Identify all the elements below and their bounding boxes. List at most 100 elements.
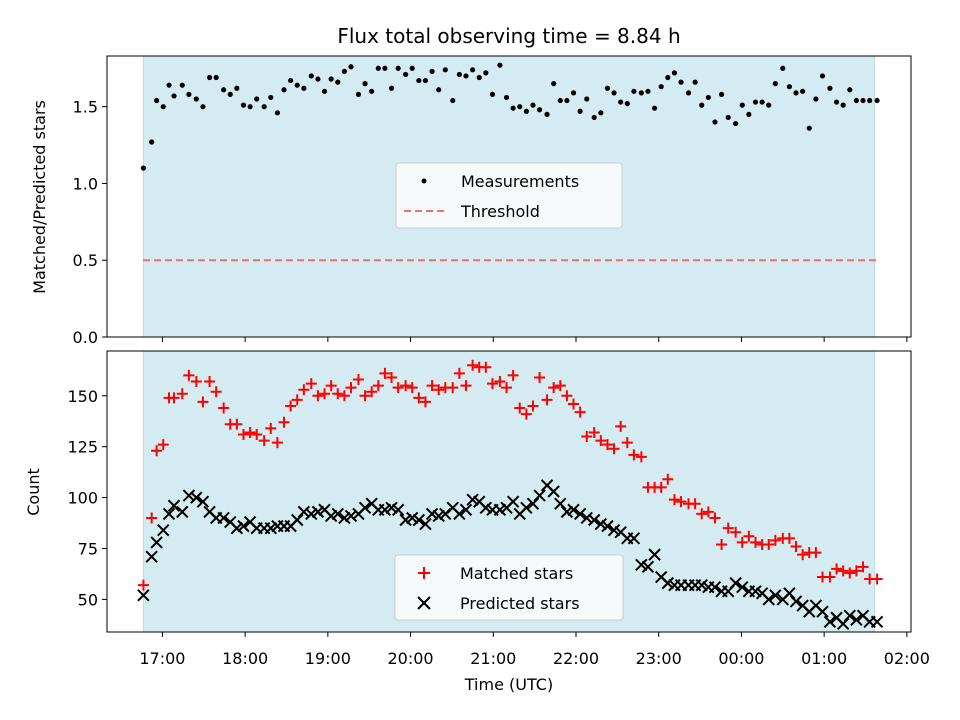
top-y-axis-label: Matched/Predicted stars — [30, 100, 49, 294]
matched-star-point — [601, 439, 613, 451]
matched-star-point — [467, 359, 479, 371]
predicted-star-point — [836, 617, 850, 631]
matched-star-point — [338, 390, 350, 402]
measurement-point — [733, 120, 739, 127]
matched-star-point — [413, 392, 425, 404]
predicted-stars-legend-marker — [417, 596, 431, 610]
predicted-star-point — [816, 605, 829, 618]
measurement-point — [497, 62, 503, 68]
measurement-point — [240, 102, 247, 108]
predicted-star-point — [137, 589, 150, 602]
measurements-legend-marker — [421, 178, 427, 184]
predicted-star-point — [196, 495, 210, 508]
predicted-star-point — [567, 503, 580, 517]
measurement-point — [685, 90, 692, 96]
matched-star-point — [183, 369, 195, 381]
measurement-point — [523, 108, 529, 114]
matched-star-point — [366, 386, 378, 398]
matched-star-point — [271, 437, 283, 449]
predicted-star-point — [520, 501, 533, 514]
x-tick-label: 02:00 — [884, 649, 930, 668]
predicted-star-point — [648, 548, 661, 561]
measurement-point — [403, 71, 409, 78]
matched-star-point — [628, 449, 640, 461]
measurement-point — [274, 110, 280, 116]
predicted-star-point — [526, 497, 540, 510]
matched-star-point — [790, 540, 802, 552]
measurement-point — [369, 88, 375, 94]
measurement-point — [584, 96, 590, 102]
measurement-point — [254, 96, 260, 102]
matched-star-point — [204, 376, 216, 388]
y-tick-label: 125 — [67, 438, 98, 457]
measurement-point — [348, 64, 354, 70]
measurement-point — [759, 99, 765, 105]
measurement-point — [577, 108, 583, 114]
measurement-point — [489, 91, 496, 97]
measurement-point — [611, 90, 617, 96]
predicted-star-point — [391, 503, 405, 517]
predicted-star-point — [182, 489, 196, 502]
x-tick-label: 01:00 — [801, 649, 847, 668]
x-tick-label: 21:00 — [470, 649, 516, 668]
measurement-point — [193, 96, 199, 102]
measurement-point — [544, 111, 550, 117]
measurement-point — [154, 97, 160, 104]
matched-star-point — [237, 428, 249, 440]
measurement-point — [315, 76, 321, 82]
measurement-point — [604, 85, 611, 91]
predicted-star-point — [297, 505, 311, 519]
measurement-point — [718, 91, 725, 97]
predicted-star-point — [331, 507, 344, 521]
matched-star-point — [810, 547, 822, 559]
measurement-point — [308, 73, 314, 79]
bottom-panel: 50 75 100 125 150 17:00 18:00 19:00 20:00 21:00 2… — [24, 350, 930, 694]
matched-star-point — [548, 382, 560, 394]
matched-star-point — [218, 402, 230, 414]
matched-star-point — [190, 376, 202, 388]
predicted-star-point — [506, 495, 520, 508]
x-tick-label: 22:00 — [553, 649, 599, 668]
measurement-point — [860, 97, 866, 104]
matched-star-point — [696, 508, 708, 520]
measurement-point — [328, 76, 334, 82]
legend-matched-stars: Matched stars — [460, 564, 573, 583]
predicted-star-point — [176, 505, 189, 519]
predicted-star-point — [547, 485, 560, 498]
x-tick-label: 00:00 — [718, 649, 764, 668]
measurement-point — [221, 87, 227, 93]
measurement-point — [530, 102, 536, 108]
matched-star-point — [527, 400, 539, 412]
measurement-point — [470, 67, 476, 73]
measurement-point — [725, 114, 731, 121]
predicted-star-point — [843, 609, 856, 622]
matched-star-point — [265, 422, 277, 434]
matched-star-point — [844, 567, 856, 579]
measurement-point — [335, 79, 341, 85]
matched-star-point — [850, 565, 862, 577]
matched-star-point — [291, 394, 303, 406]
matched-star-point — [581, 431, 593, 443]
matched-star-point — [372, 380, 384, 392]
measurement-point — [149, 139, 155, 145]
measurement-points — [140, 62, 880, 171]
measurement-point — [436, 87, 442, 93]
matched-star-point — [319, 388, 331, 400]
measurement-point — [362, 81, 368, 87]
matched-star-point — [561, 390, 573, 402]
measurement-point — [429, 68, 435, 74]
measurement-point — [658, 84, 664, 90]
matched-star-point — [494, 376, 506, 388]
measurement-point — [833, 99, 840, 105]
predicted-star-point — [419, 517, 432, 531]
y-tick-label: 100 — [67, 489, 98, 508]
measurement-point — [598, 110, 604, 116]
matched-star-point — [507, 369, 519, 381]
predicted-star-point — [217, 511, 230, 525]
y-tick-label: 50 — [78, 590, 98, 609]
matched-star-point — [668, 494, 680, 506]
matched-star-point — [608, 443, 620, 455]
matched-star-point — [392, 382, 404, 394]
matched-star-point — [325, 380, 337, 392]
